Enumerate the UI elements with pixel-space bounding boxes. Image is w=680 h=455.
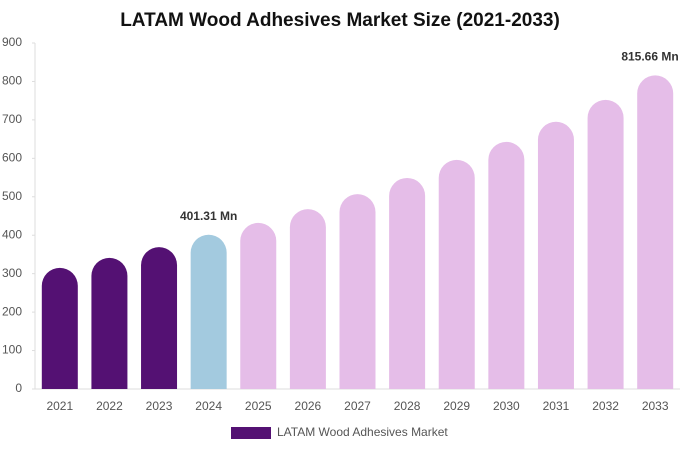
bar (91, 257, 128, 389)
x-tick-label: 2028 (394, 399, 421, 413)
y-tick-label: 900 (2, 35, 22, 49)
legend-swatch (231, 427, 271, 439)
x-tick-label: 2025 (245, 399, 272, 413)
x-tick-label: 2024 (195, 399, 222, 413)
x-tick-label: 2023 (146, 399, 173, 413)
y-tick-label: 700 (2, 112, 22, 126)
bar (587, 99, 624, 390)
bar (190, 234, 227, 389)
x-tick-label: 2026 (295, 399, 322, 413)
bar (41, 267, 78, 389)
x-tick-label: 2033 (642, 399, 669, 413)
x-tick-label: 2029 (443, 399, 470, 413)
bar (389, 177, 426, 389)
x-tick-label: 2022 (96, 399, 123, 413)
x-tick-label: 2027 (344, 399, 371, 413)
y-tick-label: 0 (15, 381, 22, 395)
data-label: 401.31 Mn (180, 209, 237, 223)
data-label: 815.66 Mn (621, 50, 678, 64)
y-tick-label: 500 (2, 189, 22, 203)
bar (289, 209, 326, 389)
y-tick-label: 200 (2, 304, 22, 318)
chart-title: LATAM Wood Adhesives Market Size (2021-2… (120, 10, 560, 31)
bar (240, 222, 277, 389)
bar (488, 141, 525, 389)
y-tick-label: 800 (2, 74, 22, 88)
bar (438, 159, 475, 389)
legend-label: LATAM Wood Adhesives Market (277, 425, 448, 439)
x-tick-label: 2021 (46, 399, 73, 413)
bar (637, 75, 674, 389)
x-tick-label: 2031 (543, 399, 570, 413)
bar (141, 247, 178, 389)
x-tick-label: 2030 (493, 399, 520, 413)
bar (339, 194, 376, 389)
x-tick-label: 2032 (592, 399, 619, 413)
y-tick-label: 100 (2, 343, 22, 357)
y-tick-label: 400 (2, 227, 22, 241)
bar (537, 121, 574, 390)
y-tick-label: 300 (2, 266, 22, 280)
y-tick-label: 600 (2, 151, 22, 165)
